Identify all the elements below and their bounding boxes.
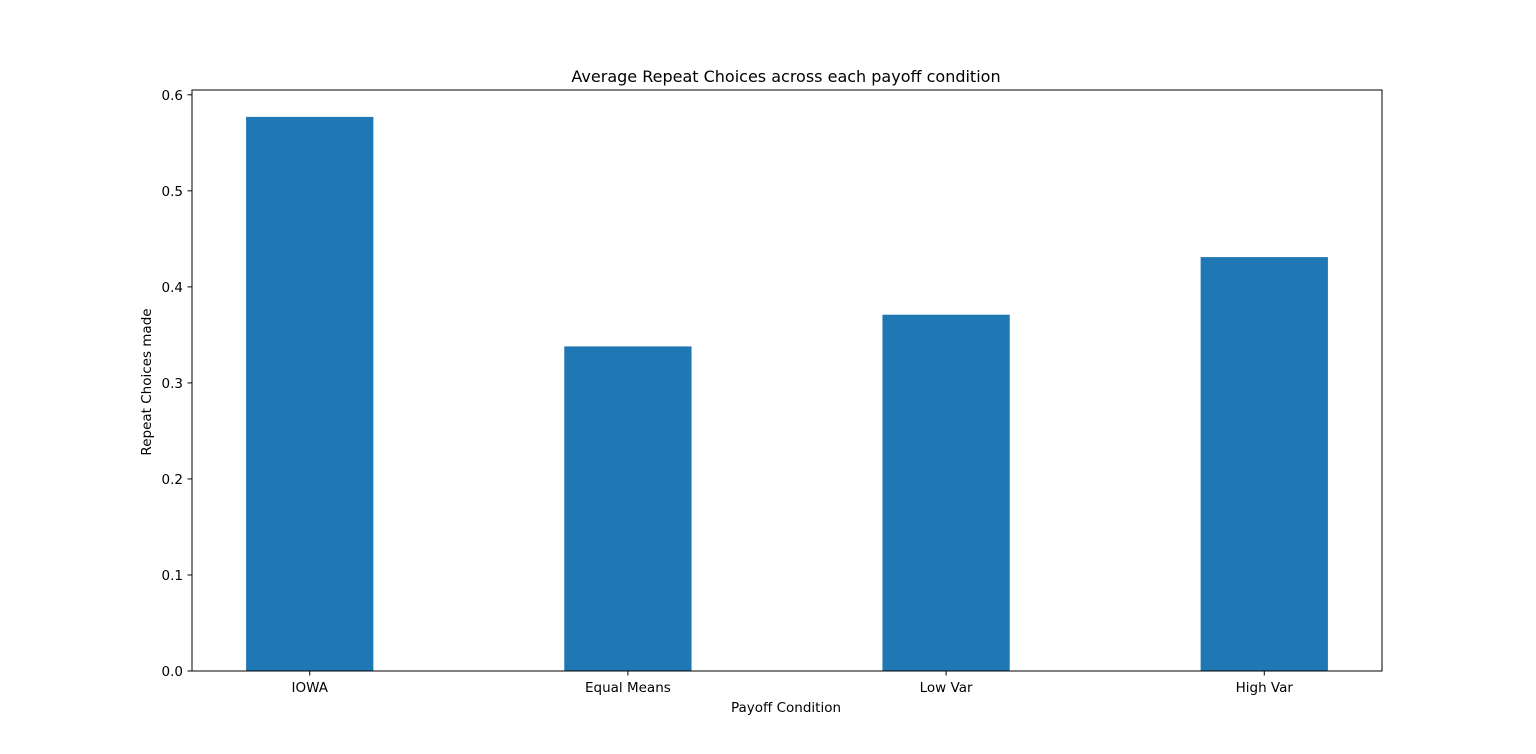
y-tick-label: 0.5 bbox=[162, 184, 183, 200]
x-tick-label: Low Var bbox=[920, 680, 973, 696]
bar-low-var bbox=[882, 314, 1010, 671]
y-tick-label: 0.1 bbox=[162, 568, 183, 584]
x-tick-label: High Var bbox=[1236, 680, 1294, 696]
plot-area: IOWA Equal Means Low Var High Var 0.0 0.1 0.2 0… bbox=[162, 88, 1383, 696]
y-tick-label: 0.0 bbox=[162, 664, 183, 680]
y-axis-label: Repeat Choices made bbox=[139, 308, 155, 455]
x-tick-label: IOWA bbox=[292, 680, 329, 696]
x-tick-label: Equal Means bbox=[585, 680, 671, 696]
y-tick-label: 0.6 bbox=[162, 88, 183, 104]
y-tick-label: 0.2 bbox=[162, 472, 183, 488]
bar-high-var bbox=[1200, 257, 1328, 671]
y-tick-label: 0.3 bbox=[162, 376, 183, 392]
bar-iowa bbox=[246, 116, 374, 671]
plot-frame bbox=[191, 89, 1383, 672]
chart-title: Average Repeat Choices across each payof… bbox=[571, 67, 1000, 86]
x-axis-label: Payoff Condition bbox=[731, 700, 841, 716]
bar-equal-means bbox=[564, 346, 692, 671]
y-tick-label: 0.4 bbox=[162, 280, 183, 296]
